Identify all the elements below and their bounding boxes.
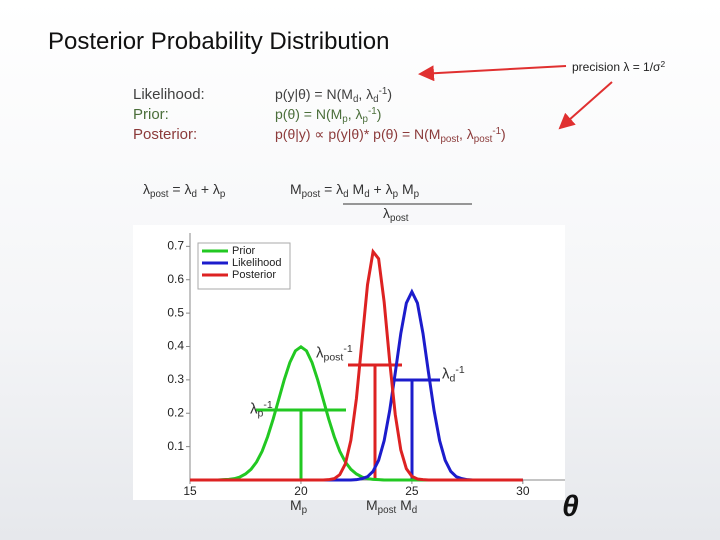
precision-note: precision λ = 1/σ2 xyxy=(572,60,665,73)
text: -1 xyxy=(378,86,388,98)
text: λ xyxy=(336,181,344,197)
equation: p(θ|y) ∝ p(y|θ)* p(θ) = N(Mpost, λpost-1… xyxy=(275,127,506,145)
legend-label: Prior xyxy=(232,245,256,257)
equation: λpost xyxy=(383,206,409,224)
text: + λ xyxy=(369,181,393,197)
text: d xyxy=(411,504,418,516)
annotation: λd-1 xyxy=(442,365,465,384)
text: λ xyxy=(442,365,450,383)
legend-label: Posterior xyxy=(232,269,276,281)
text: post xyxy=(301,188,321,200)
x-axis-label: θ xyxy=(562,490,579,523)
text: p xyxy=(413,188,420,200)
slide-title: Posterior Probability Distribution xyxy=(48,28,390,55)
x-tick-label: 15 xyxy=(183,484,197,498)
series-line xyxy=(190,248,523,482)
arrow xyxy=(558,81,613,130)
annotation: Mpost Md xyxy=(366,498,417,516)
label: Likelihood: xyxy=(133,86,205,103)
text: λ xyxy=(383,205,390,221)
text: , λ xyxy=(347,106,363,122)
text: -1 xyxy=(455,364,465,376)
y-tick-label: 0.7 xyxy=(167,239,184,253)
label: Prior: xyxy=(133,106,169,123)
text: M xyxy=(396,497,412,513)
y-tick-label: 0.1 xyxy=(167,439,184,453)
text: p xyxy=(362,113,368,125)
text: -1 xyxy=(367,106,377,118)
text: p(y|θ) = N(M xyxy=(275,86,353,102)
y-tick-label: 0.4 xyxy=(167,339,184,353)
text: 2 xyxy=(660,59,666,69)
text: ) xyxy=(376,106,382,122)
text: p(θ) = N(M xyxy=(275,106,343,122)
text: post xyxy=(473,133,493,145)
text: = xyxy=(320,181,337,197)
equation: p(θ) = N(Mp, λp-1) xyxy=(275,107,381,125)
annotation: Mp xyxy=(290,498,307,516)
text: M xyxy=(366,497,378,513)
text: M xyxy=(398,181,414,197)
y-tick-label: 0.5 xyxy=(167,305,184,319)
text: M xyxy=(290,497,302,513)
text: d xyxy=(352,93,359,105)
x-tick-label: 20 xyxy=(294,484,308,498)
text: λ xyxy=(250,400,258,418)
text: p xyxy=(342,113,348,125)
x-tick-label: 30 xyxy=(516,484,530,498)
text: λ xyxy=(316,344,324,362)
arrow xyxy=(418,65,567,82)
y-tick-label: 0.3 xyxy=(167,372,184,386)
text: d xyxy=(364,188,370,200)
text: post xyxy=(440,133,460,145)
text: post xyxy=(390,212,409,224)
text: post xyxy=(377,504,397,516)
text: p xyxy=(301,504,308,516)
text: p(θ|y) ∝ p(y|θ)* p(θ) = N(M xyxy=(275,126,441,142)
text: + λ xyxy=(196,181,220,197)
legend-label: Likelihood xyxy=(232,257,282,269)
text: d xyxy=(191,188,197,200)
text: M xyxy=(290,181,302,197)
text: , λ xyxy=(358,86,374,102)
text: d xyxy=(343,188,349,200)
x-tick-label: 25 xyxy=(405,484,419,498)
equation: Mpost = λd Md + λp Mp xyxy=(290,182,419,200)
text: d xyxy=(373,93,379,105)
equation: p(y|θ) = N(Md, λd-1) xyxy=(275,87,392,105)
text: ) xyxy=(387,86,393,102)
y-tick-label: 0.6 xyxy=(167,272,184,286)
text: precision λ = 1/σ xyxy=(572,60,661,75)
text: p xyxy=(392,188,399,200)
equation: λpost = λd + λp xyxy=(143,182,225,200)
text: ) xyxy=(501,126,506,142)
text: p xyxy=(219,188,226,200)
text: -1 xyxy=(343,343,353,355)
y-tick-label: 0.2 xyxy=(167,405,184,419)
text: = λ xyxy=(168,181,192,197)
text: λ xyxy=(143,181,150,197)
text: -1 xyxy=(492,126,502,138)
text: -1 xyxy=(263,399,273,411)
text: post xyxy=(323,351,344,364)
text: d xyxy=(449,372,456,385)
text: post xyxy=(150,188,169,200)
text: , λ xyxy=(459,126,474,142)
annotation: λpost-1 xyxy=(316,344,353,363)
text: M xyxy=(348,181,365,197)
label: Posterior: xyxy=(133,126,198,143)
annotation: λp-1 xyxy=(250,400,273,419)
text: p xyxy=(257,407,264,420)
